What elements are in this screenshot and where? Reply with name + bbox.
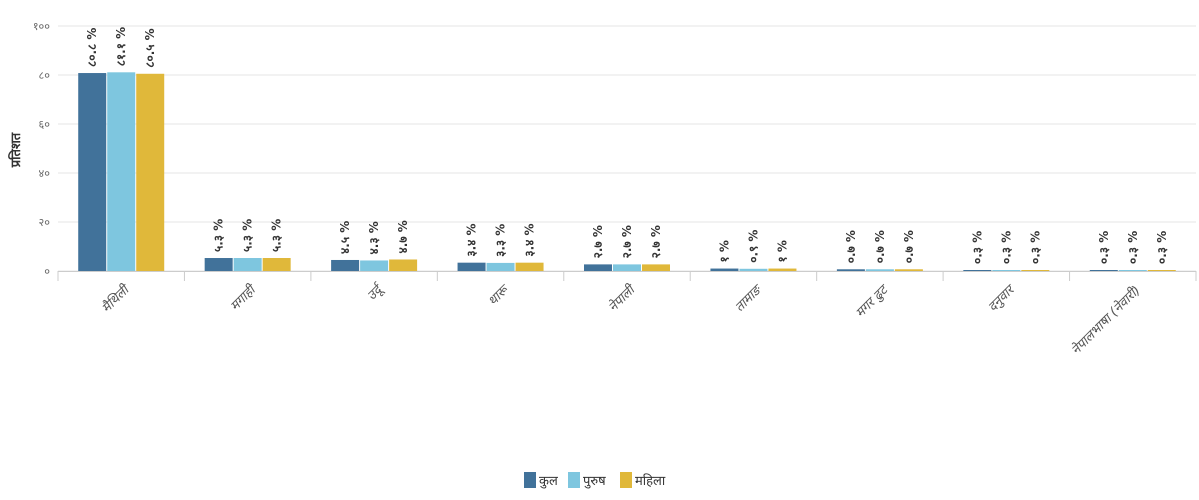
bar[interactable] [1089,270,1118,271]
bar[interactable] [486,262,515,271]
legend-item[interactable]: महिला [620,472,666,489]
bar[interactable] [136,73,165,272]
data-label: २.७ % [649,225,663,258]
legend[interactable]: कुल पुरुष महिला [524,472,666,489]
data-label: ०.३ % [1028,231,1042,264]
y-tick-label: ४० [39,167,51,180]
x-axis: मैथिली मगाही उर्दू थारू नेपाली तामाङ मगर ढुट दन… [57,271,1197,359]
data-label: ०.७ % [844,230,858,263]
bar[interactable] [584,264,612,271]
data-label: ०.३ % [1097,231,1111,264]
bar[interactable] [515,262,544,271]
bar[interactable] [360,260,389,271]
data-label: २.७ % [591,225,605,258]
bar[interactable] [78,73,107,271]
y-tick-label: ० [44,265,50,278]
bar[interactable] [710,268,739,271]
bars [78,72,1176,272]
bar[interactable] [331,259,360,271]
data-label: ८०.८ % [85,28,99,67]
legend-label: पुरुष [583,474,606,489]
data-label: ५.३ % [212,219,226,252]
bar[interactable] [836,269,865,271]
data-label: ०.३ % [970,231,984,264]
data-label: ०.७ % [873,230,887,263]
data-label: ८१.१ % [114,27,128,66]
data-label: ८०.५ % [143,28,157,67]
y-tick-label: २० [39,216,51,229]
x-tick-label: उर्दू [364,280,387,303]
x-tick-label: नेपालभाषा (नेवारी) [1068,283,1144,359]
data-label: ०.३ % [999,231,1013,264]
data-label: ३.३ % [494,224,508,257]
bar[interactable] [739,268,768,271]
y-axis-title: प्रतिशत [8,132,24,168]
data-label: ३.४ % [465,223,479,256]
bar[interactable] [1147,270,1176,271]
data-label: १ % [775,240,789,262]
x-tick-label: मैथिली [98,281,134,317]
y-tick-label: १०० [33,20,50,33]
bar[interactable] [768,268,797,271]
bar[interactable] [262,258,291,271]
data-label: ५.३ % [270,219,284,252]
y-tick-label: ८० [39,69,51,82]
data-label: ४.५ % [338,221,352,254]
bar[interactable] [613,264,641,271]
bar[interactable] [457,262,486,271]
data-label: ०.९ % [746,230,760,263]
bar[interactable] [107,72,136,272]
data-label: ३.४ % [523,223,537,256]
legend-swatch [524,472,536,488]
x-tick-label: तामाङ [732,281,766,315]
bar[interactable] [204,258,233,271]
data-label: ०.७ % [902,230,916,263]
x-tick-label: दनुवार [985,281,1019,315]
x-tick-label: मगाही [227,281,260,314]
bar[interactable] [963,270,992,271]
legend-swatch [620,472,632,488]
bar[interactable] [1021,270,1050,271]
y-axis-ticks: ० २० ४० ६० ८० १०० [33,20,50,278]
data-label: ५.३ % [241,219,255,252]
data-label: १ % [717,240,731,262]
legend-label: महिला [635,473,666,489]
bar[interactable] [389,259,418,271]
legend-item[interactable]: पुरुष [568,472,606,489]
y-tick-label: ६० [39,118,51,131]
legend-item[interactable]: कुल [524,472,558,489]
data-label: २.७ % [620,225,634,258]
data-label: ४.७ % [396,220,410,253]
data-labels: ८०.८ % ८१.१ % ८०.५ % ५.३ % ५.३ % ५.३ % ४.५ % ४.… [85,27,1169,264]
bar[interactable] [992,270,1021,271]
bar[interactable] [642,264,670,271]
bar[interactable] [1118,270,1147,271]
bar[interactable] [233,258,262,271]
x-tick-label: नेपाली [605,281,639,315]
bar[interactable] [865,269,894,271]
legend-label: कुल [539,474,558,489]
data-label: ०.३ % [1155,231,1169,264]
bar[interactable] [894,269,923,271]
data-label: ०.३ % [1126,231,1140,264]
data-label: ४.३ % [367,221,381,254]
x-tick-label: मगर ढुट [853,281,892,320]
x-tick-label: थारू [485,281,513,309]
legend-swatch [568,472,580,488]
